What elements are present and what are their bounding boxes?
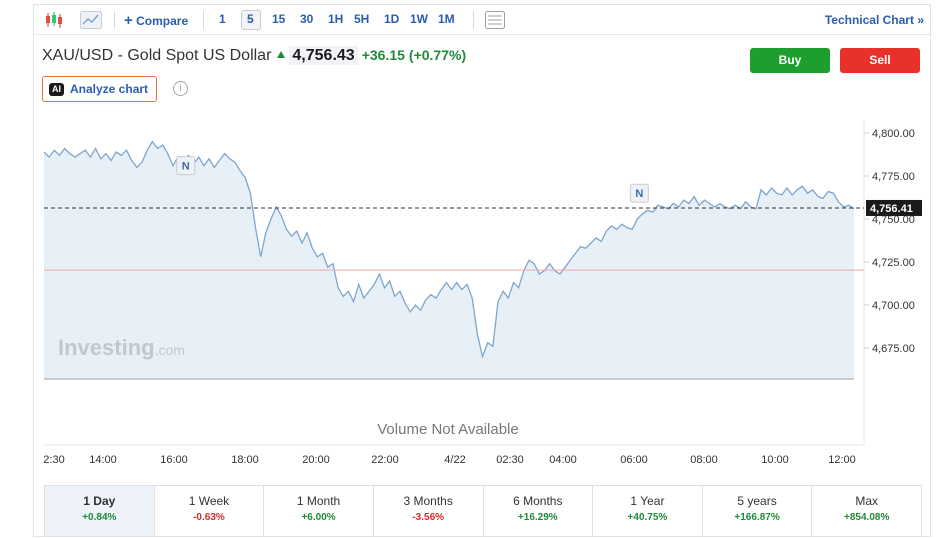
price-change: +36.15 [361, 47, 405, 63]
period-6-months[interactable]: 6 Months +16.29% [484, 486, 594, 536]
instrument-title: XAU/USD - Gold Spot US Dollar [42, 47, 272, 64]
instrument-header: XAU/USD - Gold Spot US Dollar 4,756.43 +36… [42, 46, 467, 65]
instrument-price: 4,756.43 [289, 46, 358, 65]
price-area [44, 141, 854, 379]
y-tick-label: 4,700.00 [872, 300, 915, 312]
y-tick-label: 4,725.00 [872, 257, 915, 269]
interval-1m[interactable]: 1M [438, 12, 455, 26]
interval-1d[interactable]: 1D [384, 12, 400, 26]
period-1-year[interactable]: 1 Year +40.75% [593, 486, 703, 536]
chart-widget: + Compare 1 5 15 30 1H 5H 1D 1W 1M Techn… [33, 4, 932, 537]
period-1-day[interactable]: 1 Day +0.84% [45, 486, 155, 536]
period-change: +40.75% [627, 512, 668, 523]
interval-30[interactable]: 30 [300, 12, 314, 26]
toolbar-divider [114, 11, 115, 29]
analyze-chart-label: Analyze chart [70, 82, 149, 96]
technical-chart-label: Technical Chart [824, 13, 914, 27]
interval-15[interactable]: 15 [272, 12, 286, 26]
x-tick-label: 10:00 [761, 454, 789, 466]
y-tick-label: 4,775.00 [872, 171, 915, 183]
chart-toolbar: + Compare 1 5 15 30 1H 5H 1D 1W 1M Techn… [34, 5, 932, 35]
interval-1w[interactable]: 1W [410, 12, 428, 26]
news-marker [176, 156, 196, 176]
info-icon[interactable]: i [173, 81, 188, 96]
y-tick-label: 4,675.00 [872, 343, 915, 355]
technical-chart-link[interactable]: Technical Chart » [825, 13, 924, 27]
y-tick-label: 4,800.00 [872, 128, 915, 140]
period-selector: 1 Day +0.84% 1 Week -0.63% 1 Month +6.00% 3 Mo… [44, 485, 922, 537]
arrow-up-icon [277, 51, 286, 58]
x-tick-label: 22:00 [371, 454, 399, 466]
period-max[interactable]: Max +854.08% [812, 486, 921, 536]
period-3-months[interactable]: 3 Months -3.56% [374, 486, 484, 536]
interval-1[interactable]: 1 [219, 12, 226, 26]
buy-button[interactable]: Buy [750, 48, 830, 73]
toolbar-divider [473, 11, 474, 29]
watermark-logo: Investing.com [58, 335, 185, 360]
toolbar-divider [203, 11, 204, 29]
x-tick-label: 2:30 [43, 454, 64, 466]
period-change: +166.87% [734, 512, 780, 523]
period-label: 3 Months [403, 494, 453, 508]
period-1-week[interactable]: 1 Week -0.63% [155, 486, 265, 536]
watermark-suffix: .com [155, 342, 185, 358]
x-tick-label: 02:30 [496, 454, 524, 466]
candlestick-icon[interactable] [44, 11, 64, 34]
price-change-pct: (+0.77%) [408, 47, 467, 63]
period-change: -0.63% [193, 512, 225, 523]
active-interval-box [241, 10, 261, 30]
watermark-text: Investing [58, 335, 155, 360]
compare-label: Compare [136, 14, 189, 28]
compare-button[interactable]: + Compare [124, 12, 188, 29]
period-change: -3.56% [412, 512, 445, 523]
period-change: +6.00% [301, 512, 336, 523]
period-label: 1 Year [630, 494, 665, 508]
x-tick-label: 06:00 [620, 454, 648, 466]
area-chart-icon[interactable] [80, 11, 102, 34]
news-marker-label: N [635, 188, 643, 200]
x-tick-label: 12:00 [828, 454, 856, 466]
current-price-label: 4,756.41 [870, 203, 913, 215]
double-chevron-icon: » [917, 13, 924, 27]
period-label: 6 Months [513, 494, 563, 508]
y-tick-label: 4,750.00 [872, 214, 915, 226]
period-label: 1 Week [188, 494, 230, 508]
sell-button[interactable]: Sell [840, 48, 920, 73]
period-label: 1 Month [296, 494, 341, 508]
period-5-years[interactable]: 5 years +166.87% [703, 486, 813, 536]
period-1-month[interactable]: 1 Month +6.00% [264, 486, 374, 536]
period-label: 1 Day [83, 494, 116, 508]
interval-5h[interactable]: 5H [354, 12, 370, 26]
analyze-chart-button[interactable]: AI Analyze chart [42, 76, 158, 102]
x-tick-label: 18:00 [231, 454, 259, 466]
x-tick-label: 04:00 [549, 454, 577, 466]
period-label: Max [855, 494, 879, 508]
volume-note: Volume Not Available [377, 421, 518, 438]
x-tick-label: 14:00 [89, 454, 117, 466]
x-tick-label: 08:00 [690, 454, 718, 466]
period-change: +0.84% [82, 512, 117, 523]
ai-icon: AI [49, 83, 64, 96]
x-tick-label: 20:00 [302, 454, 330, 466]
news-marker-label: N [182, 161, 190, 173]
current-price-badge [866, 199, 922, 216]
price-chart[interactable]: 4,800.00 4,775.00 4,750.00 4,725.00 4,700.00… [34, 5, 932, 480]
table-icon[interactable] [485, 11, 505, 34]
plus-icon: + [124, 12, 133, 29]
interval-1h[interactable]: 1H [328, 12, 344, 26]
interval-5[interactable]: 5 [247, 12, 254, 26]
period-change: +16.29% [517, 512, 558, 523]
x-tick-label: 16:00 [160, 454, 188, 466]
news-marker [629, 183, 649, 203]
period-label: 5 years [737, 494, 777, 508]
x-tick-label: 4/22 [444, 454, 465, 466]
period-change: +854.08% [844, 512, 890, 523]
